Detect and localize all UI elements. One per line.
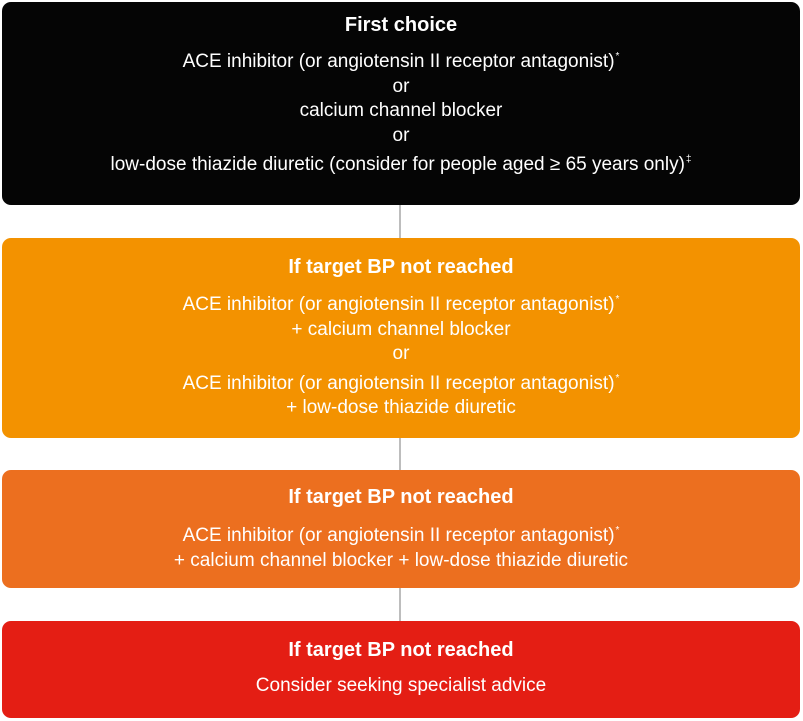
footnote-mark: ‡ [685, 154, 692, 165]
step-line: calcium channel blocker [299, 100, 503, 121]
step-line: low-dose thiazide diuretic (consider for… [110, 154, 692, 175]
step-line: + calcium channel blocker + low-dose thi… [173, 550, 629, 571]
flow-connector [399, 588, 401, 621]
step-line: ACE inhibitor (or angiotensin II recepto… [182, 294, 620, 315]
step-line: ACE inhibitor (or angiotensin II recepto… [182, 51, 620, 72]
step-line: ACE inhibitor (or angiotensin II recepto… [182, 372, 620, 394]
step-fourth-box: If target BP not reached Consider seekin… [2, 621, 800, 718]
flow-connector [399, 205, 401, 238]
footnote-mark: * [615, 372, 620, 384]
step-line: + low-dose thiazide diuretic [286, 397, 516, 418]
step-first-choice-box: First choice ACE inhibitor (or angiotens… [2, 2, 800, 205]
step-title: If target BP not reached [288, 256, 514, 278]
step-line: + calcium channel blocker [291, 318, 511, 340]
step-line: or [392, 124, 410, 146]
step-line: or [392, 343, 410, 364]
step-line: ACE inhibitor (or angiotensin II recepto… [182, 525, 620, 546]
step-line: or [392, 75, 410, 97]
step-third-box: If target BP not reached ACE inhibitor (… [2, 470, 800, 588]
step-title: If target BP not reached [288, 639, 514, 661]
step-line: Consider seeking specialist advice [255, 675, 547, 696]
step-title: First choice [344, 14, 458, 36]
step-second-box: If target BP not reached ACE inhibitor (… [2, 238, 800, 438]
footnote-mark: * [615, 294, 620, 305]
step-title: If target BP not reached [288, 486, 514, 508]
footnote-mark: * [615, 51, 620, 62]
flow-connector [399, 438, 401, 470]
footnote-mark: * [615, 525, 620, 536]
